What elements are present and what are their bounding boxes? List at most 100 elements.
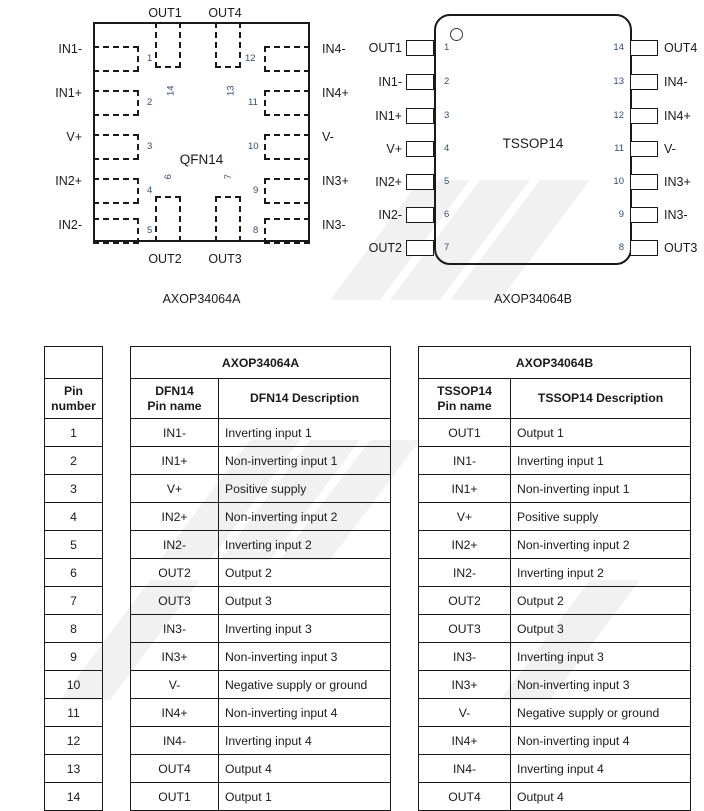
cell-b-description: Output 4	[510, 782, 692, 811]
cell-pin-number: 2	[44, 446, 103, 475]
qfn-caption: AXOP34064A	[162, 292, 241, 306]
cell-b-pin-name: V+	[418, 502, 512, 531]
cell-b-pin-name: IN4+	[418, 726, 512, 755]
qfn-pad-4	[93, 178, 139, 204]
qfn-pad-10	[264, 134, 310, 160]
spacer-cell-row-b	[391, 783, 419, 811]
tssop-pin-number-3: 3	[444, 110, 450, 121]
cell-a-pin-name: IN2+	[130, 502, 219, 531]
qfn-pin-number-7: 7	[222, 174, 234, 180]
qfn-pad-3	[93, 134, 139, 160]
column-header-a-description: DFN14 Description	[217, 378, 392, 419]
cell-a-description: Inverting input 4	[217, 726, 392, 755]
cell-a-pin-name: IN3+	[130, 642, 219, 671]
table-row: 3 V+ Positive supply IN1+ Non-inverting inpu…	[44, 474, 692, 503]
qfn-top-label-0: OUT1	[148, 6, 182, 20]
qfn-pin-number-6: 6	[162, 174, 174, 180]
column-header-b-description: TSSOP14 Description	[510, 378, 692, 419]
column-header-b-pin-name: TSSOP14 Pin name	[418, 378, 512, 419]
tssop-pin-number-5: 5	[444, 176, 450, 187]
pin-number-header-line1: Pin	[64, 384, 83, 399]
cell-pin-number: 7	[44, 586, 103, 615]
qfn-left-label-0: IN1-	[58, 42, 82, 56]
cell-b-description: Inverting input 2	[510, 558, 692, 587]
cell-a-pin-name: V-	[130, 670, 219, 699]
tssop-pin-number-4: 4	[444, 143, 450, 154]
qfn-pad-5	[93, 218, 139, 244]
cell-a-pin-name: IN4-	[130, 726, 219, 755]
cell-pin-number: 10	[44, 670, 103, 699]
cell-a-description: Inverting input 1	[217, 418, 392, 447]
qfn-pad-1	[93, 46, 139, 72]
qfn-right-label-4: IN3-	[322, 218, 346, 232]
qfn-pin-number-11: 11	[248, 97, 258, 108]
spacer-cell-row-a	[103, 419, 131, 447]
tssop-lead-7	[406, 240, 434, 256]
cell-pin-number: 8	[44, 614, 103, 643]
qfn-left-label-4: IN2-	[58, 218, 82, 232]
group-header-b: AXOP34064B	[418, 346, 692, 379]
table-row: 11 IN4+ Non-inverting input 4 V- Negative su…	[44, 698, 692, 727]
qfn-pin-number-8: 8	[253, 225, 259, 236]
spacer-cell-row-a	[103, 503, 131, 531]
qfn-pin-number-10: 10	[248, 141, 259, 152]
cell-b-description: Non-inverting input 4	[510, 726, 692, 755]
qfn-left-label-1: IN1+	[55, 86, 82, 100]
tssop-lead-12	[630, 108, 658, 124]
cell-a-description: Positive supply	[217, 474, 392, 503]
cell-b-description: Non-inverting input 2	[510, 530, 692, 559]
b-pin-name-header-line1: TSSOP14	[437, 384, 492, 399]
qfn-top-label-1: OUT4	[208, 6, 242, 20]
qfn-right-label-3: IN3+	[322, 174, 349, 188]
qfn-bottom-label-1: OUT3	[208, 252, 242, 266]
spacer-cell-row-a	[103, 671, 131, 699]
cell-pin-number: 1	[44, 418, 103, 447]
tssop-pin-number-12: 12	[613, 110, 624, 121]
cell-b-description: Non-inverting input 3	[510, 670, 692, 699]
qfn-right-label-1: IN4+	[322, 86, 349, 100]
tssop-left-label-3: V+	[386, 142, 402, 156]
tssop-left-label-1: IN1-	[378, 75, 402, 89]
spacer-cell-row-b	[391, 755, 419, 783]
qfn-left-label-2: V+	[66, 130, 82, 144]
spacer-cell-row-b	[391, 559, 419, 587]
table-row: 6 OUT2 Output 2 IN2- Inverting input 2	[44, 558, 692, 587]
cell-a-description: Non-inverting input 1	[217, 446, 392, 475]
spacer-cell-row-a	[103, 531, 131, 559]
qfn-pad-12	[264, 46, 310, 72]
tssop-pin-number-6: 6	[444, 209, 450, 220]
table-row: 8 IN3- Inverting input 3 OUT3 Output 3	[44, 614, 692, 643]
tssop-pin-number-8: 8	[618, 242, 624, 253]
spacer-cell-b2	[391, 379, 419, 419]
cell-a-description: Inverting input 3	[217, 614, 392, 643]
cell-b-description: Inverting input 3	[510, 642, 692, 671]
qfn-pad-9	[264, 178, 310, 204]
cell-b-description: Positive supply	[510, 502, 692, 531]
tssop-lead-6	[406, 207, 434, 223]
spacer-cell-row-a	[103, 755, 131, 783]
tssop-right-label-6: OUT3	[664, 241, 698, 255]
tssop-right-label-5: IN3-	[664, 208, 688, 222]
tssop-lead-10	[630, 174, 658, 190]
qfn-pad-8	[264, 218, 310, 244]
column-header-a-pin-name: DFN14 Pin name	[130, 378, 219, 419]
cell-pin-number: 3	[44, 474, 103, 503]
spacer-cell-row-b	[391, 699, 419, 727]
spacer-cell-row-a	[103, 587, 131, 615]
table-row: 13 OUT4 Output 4 IN4- Inverting input 4	[44, 754, 692, 783]
tssop-left-label-0: OUT1	[368, 41, 402, 55]
qfn-right-label-2: V-	[322, 130, 334, 144]
tssop-lead-11	[630, 141, 658, 157]
spacer-cell-row-b	[391, 727, 419, 755]
cell-b-pin-name: IN1+	[418, 474, 512, 503]
qfn-package-diagram: OUT1 OUT4 OUT2 OUT3 IN1- IN1+ V+ IN2+ IN…	[0, 0, 360, 330]
spacer-cell-row-a	[103, 447, 131, 475]
pin-description-table: AXOP34064A AXOP34064B Pin number DFN14 P…	[44, 346, 692, 811]
cell-b-description: Non-inverting input 1	[510, 474, 692, 503]
qfn-left-label-3: IN2+	[55, 174, 82, 188]
tssop-right-label-1: IN4-	[664, 75, 688, 89]
table-row: 9 IN3+ Non-inverting input 3 IN3- Inverting …	[44, 642, 692, 671]
cell-a-description: Output 3	[217, 586, 392, 615]
cell-b-pin-name: OUT3	[418, 614, 512, 643]
cell-pin-number: 11	[44, 698, 103, 727]
